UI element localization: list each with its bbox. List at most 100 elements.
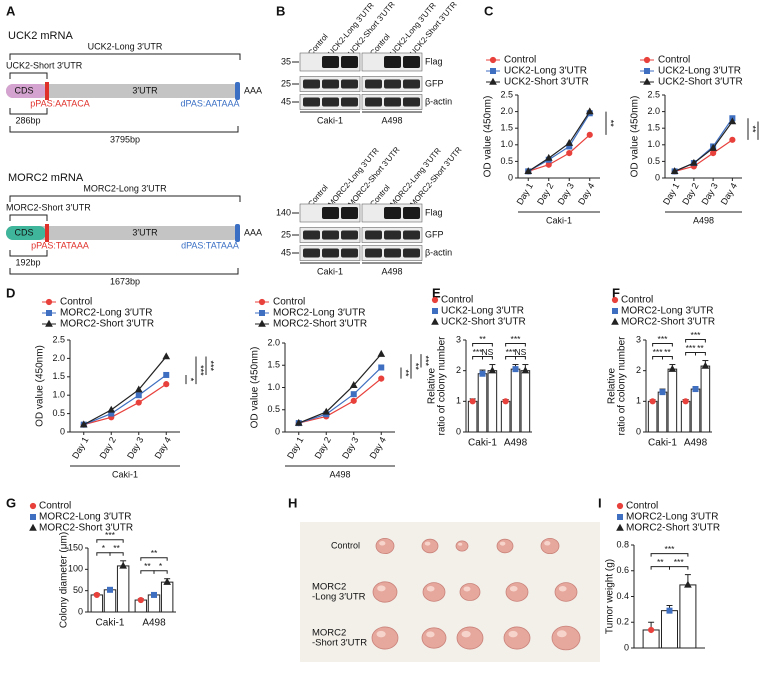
x-tick-label: Day 2 [680, 181, 700, 206]
tumor [554, 582, 578, 602]
panel-label: H [288, 495, 297, 510]
blot-band [384, 230, 401, 240]
ppas-site [45, 224, 49, 242]
y-tick-label: 3 [456, 334, 461, 344]
marker [643, 77, 651, 85]
marker [30, 514, 36, 520]
marker [162, 352, 171, 360]
marker [512, 366, 519, 373]
cell-line-label: Caki-1 [317, 115, 343, 125]
marker [643, 56, 651, 64]
legend-label: MORC2-Short 3′UTR [621, 317, 715, 328]
significance: * [186, 378, 196, 382]
blot-band [384, 79, 401, 89]
y-tick-label: 1.0 [52, 390, 65, 400]
sig-bracket [515, 356, 526, 360]
sig-bracket [140, 557, 168, 561]
bracket [9, 72, 48, 79]
blot-band [303, 230, 320, 240]
band-label: β-actin [425, 96, 452, 106]
x-tick-label: Day 3 [699, 181, 719, 206]
marker [377, 349, 386, 357]
y-tick-label: 1.5 [267, 360, 280, 370]
bar [467, 400, 478, 433]
blot-band [384, 207, 401, 219]
tumor-highlight [461, 630, 471, 638]
short-utr-label: UCK2-Short 3′UTR [6, 60, 83, 70]
marker [479, 370, 486, 377]
panel-label: A [6, 3, 16, 18]
tumor-highlight [508, 630, 518, 638]
legend-label: Control [621, 295, 653, 306]
significance: ** [664, 347, 671, 357]
marker [617, 514, 623, 520]
cds-label: CDS [14, 227, 33, 237]
marker [692, 386, 699, 393]
dpas-label: dPAS:AATAAA [180, 98, 239, 108]
x-tick-label: Day 2 [535, 181, 555, 206]
significance: ** [151, 548, 158, 558]
legend-label: UCK2-Short 3′UTR [441, 317, 526, 328]
y-axis-label: Relative [607, 368, 618, 405]
bracket [9, 268, 239, 275]
x-tick-label: Day 1 [285, 435, 305, 460]
dpas-site [235, 224, 240, 242]
marker [107, 405, 116, 413]
marker [644, 68, 650, 74]
significance: *** [511, 334, 522, 344]
marker [378, 375, 385, 382]
marker [29, 523, 37, 531]
x-tick-label: Day 4 [368, 435, 388, 460]
y-tick-label: 2.5 [52, 334, 65, 344]
band-label: Flag [425, 56, 443, 66]
significance: *** [473, 347, 484, 357]
tumor [496, 538, 514, 554]
mw-marker: 45 [281, 96, 291, 106]
tumor-highlight [426, 585, 435, 592]
marker [709, 143, 717, 151]
y-axis-label: Colony diameter (μm) [59, 532, 70, 628]
legend-label: MORC2-Short 3′UTR [626, 523, 720, 534]
significance: ** [697, 343, 704, 353]
bar [160, 581, 174, 613]
y-tick-label: 1.0 [267, 382, 280, 392]
y-tick-label: 1.0 [647, 139, 660, 149]
x-tick-label: Day 4 [719, 181, 739, 206]
sig-bracket [650, 566, 670, 570]
y-tick-label: 0.5 [647, 156, 660, 166]
polya-label: AAA [244, 85, 262, 95]
sig-bracket [650, 553, 689, 557]
tumor-highlight [458, 542, 463, 546]
ppas-label: pPAS:TATAAA [31, 240, 89, 250]
bracket [9, 214, 48, 221]
marker [682, 398, 689, 405]
cds-region [6, 226, 46, 240]
significance: *** [653, 347, 664, 357]
x-tick-label: Day 3 [125, 435, 145, 460]
legend-label: MORC2-Short 3′UTR [273, 319, 367, 330]
marker [690, 158, 698, 166]
significance: *** [196, 365, 206, 376]
marker [93, 591, 100, 599]
significance: ** [657, 557, 664, 567]
marker [163, 577, 172, 585]
marker [728, 117, 737, 125]
series-line [527, 111, 591, 172]
y-axis-label: ratio of colony number [437, 336, 448, 436]
significance: ** [758, 127, 760, 135]
blot-band [403, 207, 420, 219]
sig-bracket [652, 343, 673, 347]
x-tick-label: Day 4 [576, 181, 596, 206]
significance: *** [658, 334, 669, 344]
bar [667, 368, 678, 433]
marker [432, 308, 438, 314]
tumor-highlight [558, 585, 567, 592]
significance: ** [113, 543, 120, 553]
marker [586, 131, 593, 138]
marker [45, 298, 53, 306]
marker [611, 317, 619, 325]
x-tick-label: Caki-1 [96, 618, 125, 629]
significance: *** [686, 343, 697, 353]
y-tick-label: 0 [624, 642, 629, 652]
blot-band [341, 230, 358, 240]
